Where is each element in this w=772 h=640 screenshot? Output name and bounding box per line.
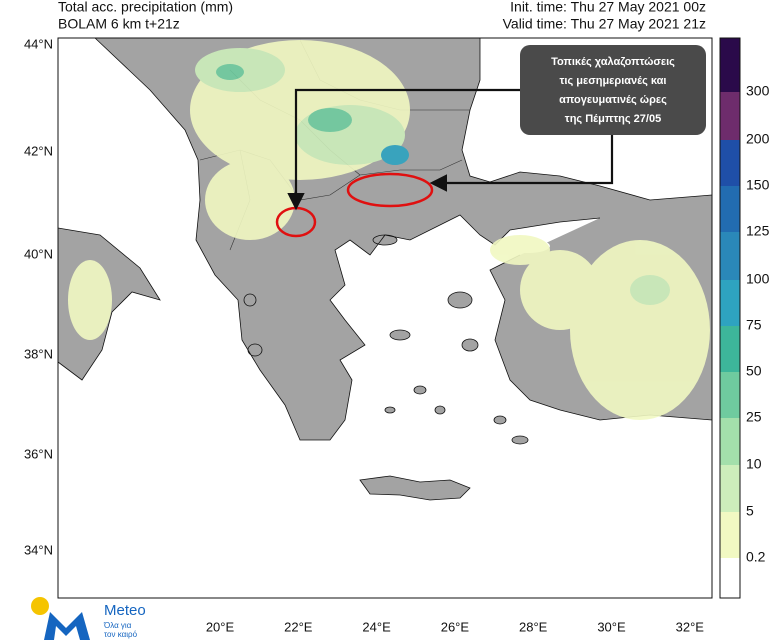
map-frame	[57, 37, 713, 599]
colorbar-bin	[720, 372, 740, 418]
crete	[359, 475, 471, 501]
title: Total acc. precipitation (mm)	[58, 0, 233, 15]
colorbar-bin	[720, 38, 740, 92]
lat-label: 42°N	[24, 143, 53, 158]
colorbar-label: 100	[746, 271, 770, 287]
lon-label: 32°E	[676, 619, 705, 634]
map	[57, 37, 713, 599]
colorbar-label: 300	[746, 83, 770, 99]
callout	[520, 45, 706, 135]
colorbar-label: 5	[746, 503, 754, 519]
subtitle: BOLAM 6 km t+21z	[58, 16, 180, 32]
logo: Meteo Όλα για τον καιρό	[31, 597, 146, 640]
colorbar-frame	[719, 37, 741, 599]
colorbar-bin	[720, 512, 740, 558]
colorbar-bin	[720, 326, 740, 372]
colorbar-bin	[720, 232, 740, 280]
lon-label: 20°E	[206, 619, 235, 634]
colorbar-bin	[720, 465, 740, 512]
colorbar-label: 200	[746, 131, 770, 147]
lat-label: 34°N	[24, 542, 53, 557]
colorbar-label: 150	[746, 177, 770, 193]
logo-tagline: Όλα για	[103, 621, 132, 630]
colorbar-bin	[720, 186, 740, 232]
callout-text: τις μεσημεριανές και	[560, 75, 667, 87]
colorbar-bin	[720, 92, 740, 140]
valid-time: Valid time: Thu 27 May 2021 21z	[503, 16, 706, 32]
precipitation	[68, 40, 710, 420]
logo-tagline: τον καιρό	[104, 630, 138, 639]
logo-name: Meteo	[104, 602, 146, 619]
arrow	[429, 135, 614, 192]
lon-label: 30°E	[597, 619, 626, 634]
init-time: Init. time: Thu 27 May 2021 00z	[510, 0, 706, 15]
colorbar-bin	[720, 280, 740, 326]
callout-text: απογευματινές ώρες	[559, 94, 667, 106]
lon-label: 22°E	[284, 619, 313, 634]
colorbar-label: 75	[746, 317, 762, 333]
colorbar-label: 125	[746, 223, 770, 239]
colorbar-label: 25	[746, 409, 762, 425]
callout-text: Τοπικές χαλαζοπτώσεις	[551, 56, 675, 68]
lon-label: 26°E	[441, 619, 470, 634]
lon-label: 28°E	[519, 619, 548, 634]
sea	[58, 38, 712, 598]
colorbar-label: 0.2	[746, 549, 766, 565]
colorbar-bin	[720, 558, 740, 598]
lat-label: 44°N	[24, 36, 53, 51]
lon-label: 24°E	[362, 619, 391, 634]
lat-label: 36°N	[24, 446, 53, 461]
callout-text: της Πέμπτης 27/05	[565, 113, 661, 125]
colorbar-bin	[720, 418, 740, 465]
colorbar-label: 10	[746, 456, 762, 472]
colorbar-label: 50	[746, 363, 762, 379]
arrow	[287, 88, 522, 211]
lat-label: 40°N	[24, 246, 53, 261]
lat-label: 38°N	[24, 346, 53, 361]
colorbar-bin	[720, 140, 740, 186]
